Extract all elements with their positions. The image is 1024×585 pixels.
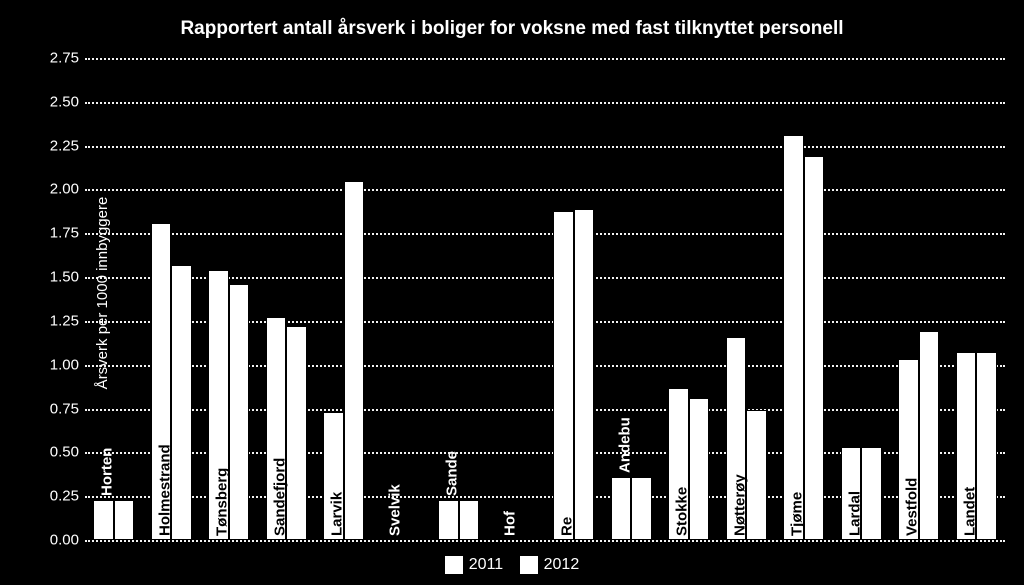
category-label-svelvik: Svelvik xyxy=(386,484,403,536)
bar-horten-2011 xyxy=(93,500,114,540)
plot-area: Horten Holmestrand Tønsberg Sandefjord Larvi… xyxy=(85,58,1005,540)
chart-container: Rapportert antall årsverk i boliger for … xyxy=(0,0,1024,585)
category-label-re: Re xyxy=(559,517,576,536)
legend: 2011 2012 xyxy=(0,556,1024,579)
bar-tjøme-2012 xyxy=(804,156,825,540)
legend-item-2012: 2012 xyxy=(520,556,580,574)
y-tick-label: 1.25 xyxy=(29,312,79,329)
y-tick-label: 2.25 xyxy=(29,137,79,154)
legend-label: 2012 xyxy=(544,556,580,574)
category-label-landet: Landet xyxy=(961,487,978,536)
category-label-tjøme: Tjøme xyxy=(789,492,806,536)
bar-horten-2012 xyxy=(114,500,135,540)
chart-title: Rapportert antall årsverk i boliger for … xyxy=(0,18,1024,40)
bar-stokke-2012 xyxy=(689,398,710,540)
gridline xyxy=(85,540,1005,542)
legend-swatch-icon xyxy=(445,556,463,574)
gridline xyxy=(85,233,1005,235)
category-label-horten: Horten xyxy=(99,447,116,495)
bar-tønsberg-2012 xyxy=(229,284,250,540)
bar-landet-2012 xyxy=(976,352,997,540)
bar-vestfold-2012 xyxy=(919,331,940,540)
bar-re-2011 xyxy=(553,211,574,541)
gridline xyxy=(85,146,1005,148)
y-tick-label: 2.50 xyxy=(29,93,79,110)
gridline xyxy=(85,102,1005,104)
y-tick-label: 2.75 xyxy=(29,50,79,67)
y-tick-label: 1.75 xyxy=(29,225,79,242)
bar-larvik-2012 xyxy=(344,181,365,540)
bar-tjøme-2011 xyxy=(783,135,804,540)
y-tick-label: 1.00 xyxy=(29,356,79,373)
category-label-sandefjord: Sandefjord xyxy=(271,458,288,536)
gridline xyxy=(85,189,1005,191)
y-tick-label: 2.00 xyxy=(29,181,79,198)
y-tick-label: 0.75 xyxy=(29,400,79,417)
gridline xyxy=(85,58,1005,60)
bar-svelvik-2011 xyxy=(381,538,402,540)
bar-nøtterøy-2012 xyxy=(746,410,767,540)
category-label-stokke: Stokke xyxy=(674,487,691,536)
bar-andebu-2011 xyxy=(611,477,632,540)
category-label-andebu: Andebu xyxy=(616,417,633,473)
category-label-tønsberg: Tønsberg xyxy=(214,468,231,536)
bar-sandefjord-2012 xyxy=(286,326,307,540)
category-label-vestfold: Vestfold xyxy=(904,478,921,536)
category-label-lardal: Lardal xyxy=(846,491,863,536)
bar-sande-2012 xyxy=(459,500,480,540)
bar-sande-2011 xyxy=(438,500,459,540)
y-tick-label: 1.50 xyxy=(29,269,79,286)
y-tick-label: 0.25 xyxy=(29,488,79,505)
legend-item-2011: 2011 xyxy=(445,556,503,574)
bar-holmestrand-2012 xyxy=(171,265,192,540)
category-label-hof: Hof xyxy=(501,511,518,536)
bar-hof-2012 xyxy=(516,538,537,540)
bar-andebu-2012 xyxy=(631,477,652,540)
category-label-larvik: Larvik xyxy=(329,492,346,536)
legend-swatch-icon xyxy=(520,556,538,574)
y-tick-label: 0.50 xyxy=(29,444,79,461)
legend-label: 2011 xyxy=(469,556,503,574)
category-label-nøtterøy: Nøtterøy xyxy=(731,474,748,536)
bar-lardal-2012 xyxy=(861,447,882,540)
category-label-holmestrand: Holmestrand xyxy=(156,444,173,536)
bar-svelvik-2012 xyxy=(401,538,422,540)
bar-re-2012 xyxy=(574,209,595,540)
bar-hof-2011 xyxy=(496,538,517,540)
category-label-sande: Sande xyxy=(444,451,461,496)
y-tick-label: 0.00 xyxy=(29,532,79,549)
